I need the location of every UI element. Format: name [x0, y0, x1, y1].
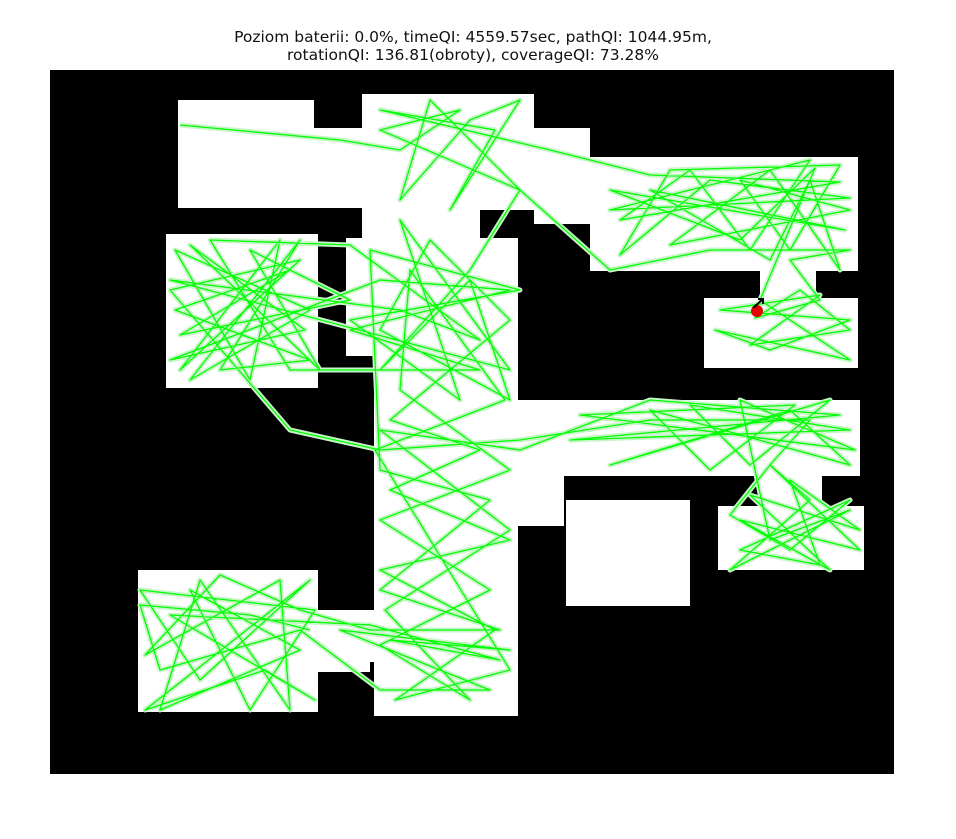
free-space-room [318, 662, 370, 672]
title-line-2: rotationQI: 136.81(obroty), coverageQI: … [287, 46, 659, 64]
robot-body [751, 305, 763, 317]
free-space-room [566, 500, 690, 606]
simulation-map [50, 70, 894, 774]
path-line [139, 99, 861, 711]
free-space-room [178, 100, 314, 128]
robot-marker-icon [751, 298, 764, 317]
free-space-room [362, 210, 480, 238]
title-line-1: Poziom baterii: 0.0%, timeQI: 4559.57sec… [234, 28, 712, 46]
free-space-room [512, 456, 568, 476]
robot-path [139, 99, 861, 711]
heading-arrow-icon [752, 298, 764, 309]
plot-title: Poziom baterii: 0.0%, timeQI: 4559.57sec… [0, 28, 946, 64]
free-space-room [512, 476, 564, 526]
